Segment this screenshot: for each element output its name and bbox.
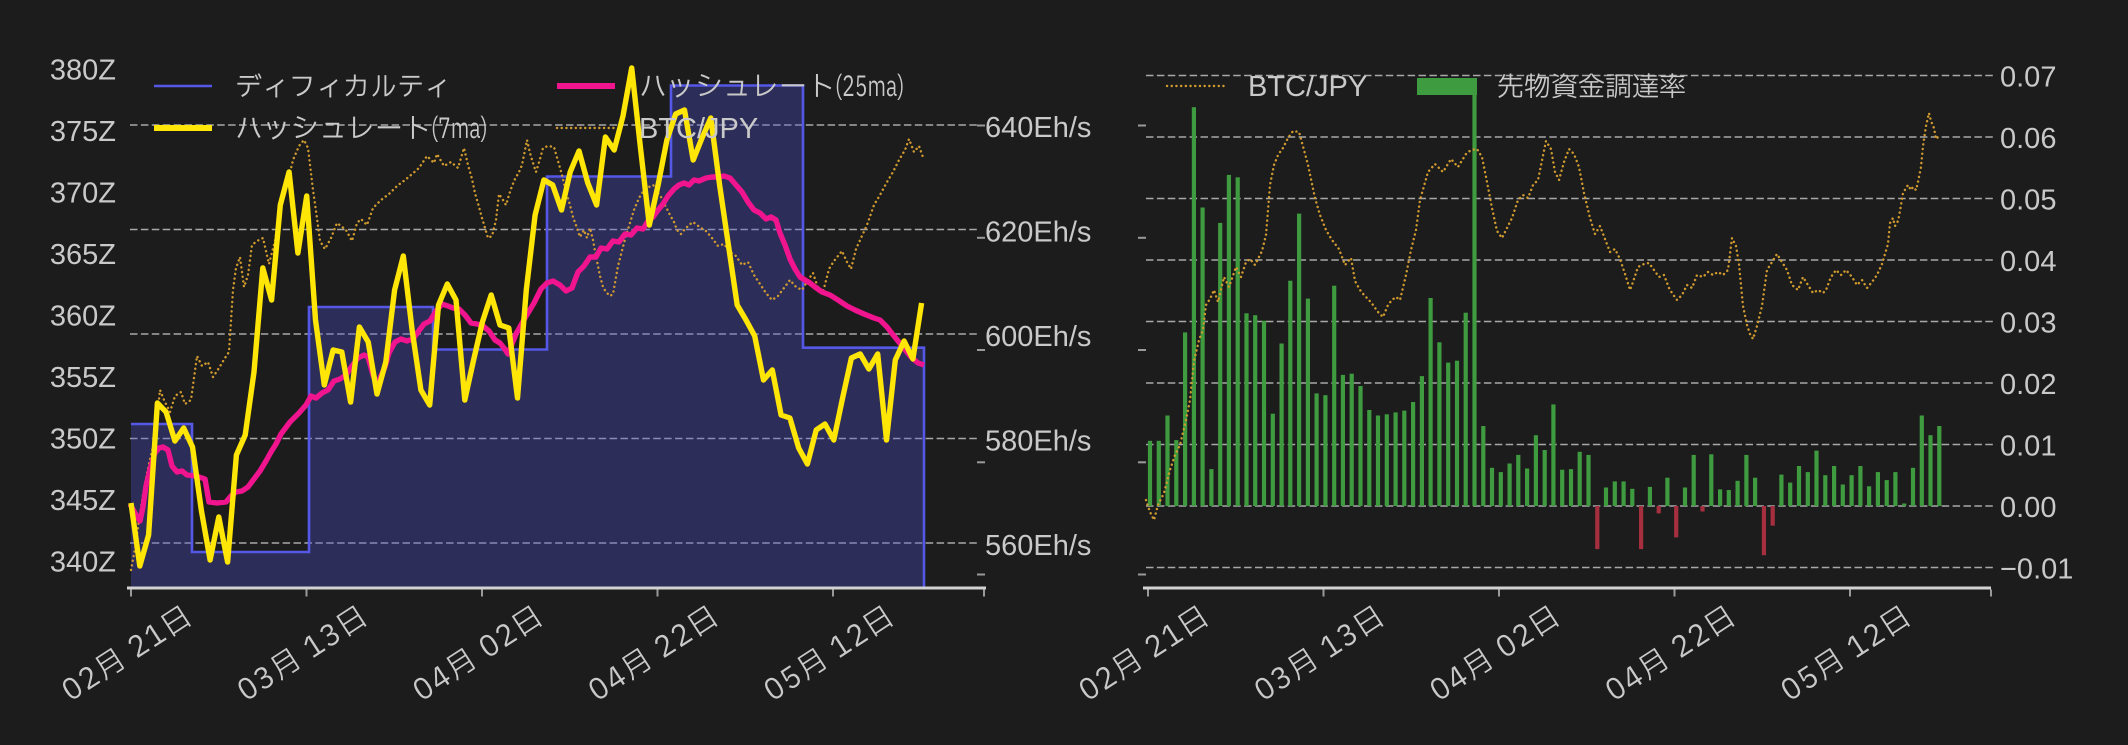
svg-text:580Eh/s: 580Eh/s [985, 426, 1091, 458]
svg-text:350Z: 350Z [50, 424, 116, 456]
svg-text:365Z: 365Z [50, 239, 116, 271]
svg-text:BTC/JPY: BTC/JPY [639, 113, 758, 145]
svg-text:0.05: 0.05 [2000, 185, 2056, 217]
svg-text:600Eh/s: 600Eh/s [985, 321, 1091, 353]
svg-text:0.02: 0.02 [2000, 369, 2056, 401]
svg-text:560Eh/s: 560Eh/s [985, 530, 1091, 562]
svg-text:0.04: 0.04 [2000, 246, 2056, 278]
svg-text:370Z: 370Z [50, 178, 116, 210]
svg-text:620Eh/s: 620Eh/s [985, 217, 1091, 249]
svg-text:375Z: 375Z [50, 116, 116, 148]
svg-text:345Z: 345Z [50, 485, 116, 517]
svg-text:380Z: 380Z [50, 55, 116, 87]
svg-text:360Z: 360Z [50, 301, 116, 333]
svg-text:0.06: 0.06 [2000, 123, 2056, 155]
svg-text:0.03: 0.03 [2000, 308, 2056, 340]
svg-text:BTC/JPY: BTC/JPY [1248, 71, 1367, 103]
svg-text:355Z: 355Z [50, 362, 116, 394]
svg-text:0.07: 0.07 [2000, 62, 2056, 94]
svg-text:0.00: 0.00 [2000, 492, 2056, 524]
svg-text:340Z: 340Z [50, 547, 116, 579]
svg-text:0.01: 0.01 [2000, 431, 2056, 463]
svg-text:−0.01: −0.01 [2000, 554, 2073, 586]
svg-text:640Eh/s: 640Eh/s [985, 112, 1091, 144]
